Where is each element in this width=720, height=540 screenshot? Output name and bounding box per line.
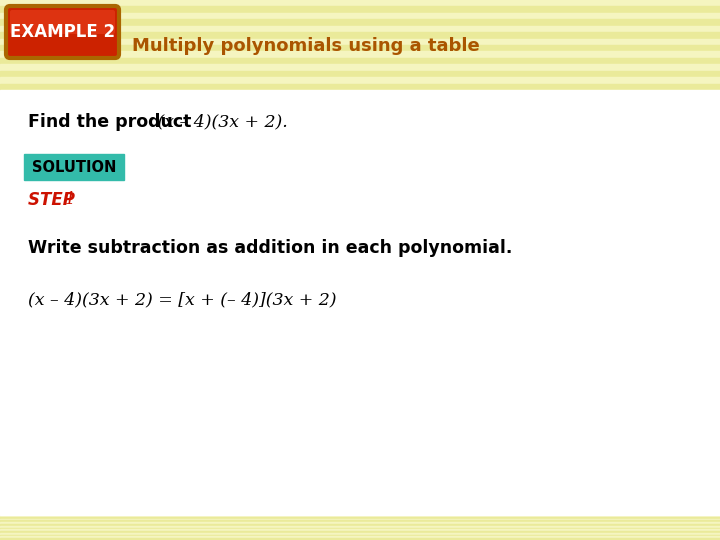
Bar — [0, 521, 720, 522]
Bar — [0, 529, 720, 531]
FancyBboxPatch shape — [6, 6, 119, 58]
Bar — [0, 38, 720, 45]
Bar — [0, 518, 720, 521]
Bar — [0, 526, 720, 528]
Bar — [0, 536, 720, 538]
Bar — [0, 45, 720, 51]
Bar — [0, 6, 720, 13]
Bar — [0, 522, 720, 524]
Text: (x – 4)(3x + 2) = [x + (– 4)](3x + 2): (x – 4)(3x + 2) = [x + (– 4)](3x + 2) — [28, 292, 336, 308]
Text: Write subtraction as addition in each polynomial.: Write subtraction as addition in each po… — [28, 239, 513, 257]
Text: SOLUTION: SOLUTION — [32, 159, 116, 174]
Bar — [0, 71, 720, 77]
Text: (x – 4)(3x + 2).: (x – 4)(3x + 2). — [152, 113, 288, 131]
Bar — [0, 19, 720, 26]
Bar — [0, 517, 720, 518]
Bar — [0, 90, 720, 515]
Bar — [0, 13, 720, 19]
Bar — [0, 58, 720, 64]
Text: Find the product: Find the product — [28, 113, 192, 131]
Bar — [0, 524, 720, 526]
Bar — [0, 515, 720, 517]
Bar — [0, 0, 720, 6]
Bar — [0, 538, 720, 540]
FancyBboxPatch shape — [10, 10, 115, 34]
Bar — [0, 528, 720, 529]
Bar — [0, 26, 720, 32]
Bar — [0, 51, 720, 58]
Bar — [0, 84, 720, 90]
Bar — [0, 535, 720, 536]
Text: STEP: STEP — [28, 191, 81, 209]
Bar — [0, 77, 720, 84]
Bar — [24, 154, 124, 180]
Text: EXAMPLE 2: EXAMPLE 2 — [10, 23, 115, 41]
Bar — [0, 531, 720, 533]
Text: Multiply polynomials using a table: Multiply polynomials using a table — [132, 37, 480, 55]
Bar — [0, 533, 720, 535]
Bar — [0, 64, 720, 71]
Text: 1: 1 — [66, 192, 76, 208]
Bar — [0, 32, 720, 38]
